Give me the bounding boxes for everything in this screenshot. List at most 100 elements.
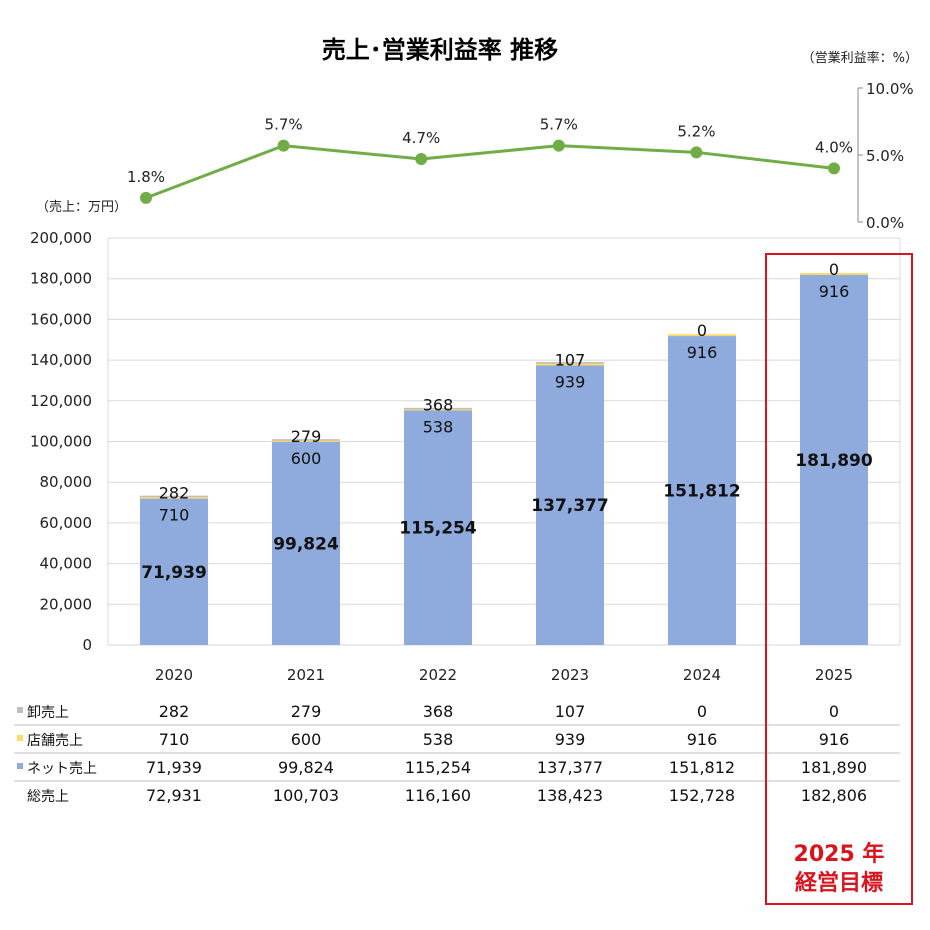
table-row-label: ネット売上 <box>27 761 97 777</box>
margin-label-2024: 5.2% <box>677 122 715 140</box>
margin-point-2023 <box>552 139 565 152</box>
margin-tick-label: 5.0% <box>866 147 904 165</box>
bar-net-2025 <box>800 274 868 645</box>
table-cell: 107 <box>555 702 586 721</box>
margin-point-2022 <box>415 153 428 166</box>
margin-y-axis: 0.0% 5.0% 10.0% <box>857 80 914 232</box>
bar-wholesale-2021 <box>272 439 340 441</box>
bar-label-store-2023: 939 <box>555 372 586 391</box>
table-cell: 710 <box>159 730 190 749</box>
bar-net-2022 <box>404 410 472 645</box>
x-tick-label-2021: 2021 <box>287 666 325 684</box>
x-tick-label-2022: 2022 <box>419 666 457 684</box>
bar-store-2020 <box>140 497 208 499</box>
table-cell: 538 <box>423 730 454 749</box>
margin-label-2023: 5.7% <box>540 116 578 134</box>
bar-label-store-2021: 600 <box>291 449 322 468</box>
bar-label-store-2025: 916 <box>819 282 850 301</box>
bar-net-2020 <box>140 498 208 645</box>
table-cell: 151,812 <box>669 758 735 777</box>
table-row-label: 卸売上 <box>27 705 69 721</box>
x-tick-label-2020: 2020 <box>155 666 193 684</box>
table-cell: 0 <box>829 702 839 721</box>
y-tick-label: 180,000 <box>30 270 92 288</box>
bar-label-wholesale-2022: 368 <box>423 396 454 415</box>
bar-store-2024 <box>668 334 736 337</box>
table-cell: 181,890 <box>801 758 867 777</box>
x-tick-label-2023: 2023 <box>551 666 589 684</box>
table-row-label: 店舗売上 <box>27 733 83 749</box>
table-cell: 939 <box>555 730 586 749</box>
table-cell: 600 <box>291 730 322 749</box>
table-cell: 279 <box>291 702 322 721</box>
table-legend-swatch-net <box>17 763 23 769</box>
bar-label-wholesale-2024: 0 <box>697 321 707 340</box>
y-tick-label: 120,000 <box>30 392 92 410</box>
y-tick-label: 60,000 <box>40 514 93 532</box>
margin-line <box>145 144 835 200</box>
y-tick-label: 200,000 <box>30 229 92 247</box>
bar-net-2021 <box>272 441 340 645</box>
bar-data-labels: 71,939 710 282 99,824 600 279 115,254 538 368 137… <box>141 260 873 583</box>
target-year-highlight-box <box>765 253 913 905</box>
bar-label-net-2020: 71,939 <box>141 563 207 583</box>
bar-wholesale-2023 <box>536 362 604 364</box>
y-tick-label: 0 <box>82 636 92 654</box>
bar-label-store-2020: 710 <box>159 506 190 525</box>
bar-label-wholesale-2023: 107 <box>555 350 586 369</box>
margin-tick-label: 0.0% <box>866 214 904 232</box>
table-cell: 115,254 <box>405 758 471 777</box>
bar-series <box>140 272 868 645</box>
x-tick-label-2024: 2024 <box>683 666 721 684</box>
year-x-axis: 2020 2021 2022 2023 2024 2025 <box>155 666 853 684</box>
bar-label-net-2024: 151,812 <box>663 482 740 502</box>
bar-label-net-2025: 181,890 <box>795 451 873 471</box>
sales-unit-label: （売上：万円） <box>36 199 127 215</box>
bar-net-2024 <box>668 336 736 645</box>
bar-wholesale-2020 <box>140 495 208 498</box>
bar-store-2022 <box>404 408 472 411</box>
margin-point-2021 <box>277 139 290 152</box>
margin-unit-label: （営業利益率：%） <box>802 50 918 66</box>
bar-label-net-2021: 99,824 <box>273 534 339 554</box>
bar-gridlines <box>107 237 901 646</box>
y-tick-label: 80,000 <box>40 473 93 491</box>
bar-wholesale-2022 <box>404 407 472 410</box>
bar-label-wholesale-2021: 279 <box>291 427 322 446</box>
margin-point-2020 <box>140 191 152 204</box>
margin-label-2020: 1.8% <box>127 168 165 186</box>
table-cell: 0 <box>697 702 707 721</box>
bar-store-2025 <box>800 272 868 275</box>
table-row-label: 総売上 <box>27 789 69 805</box>
table-cell: 282 <box>159 702 190 721</box>
bar-label-net-2023: 137,377 <box>531 496 608 516</box>
table-cell: 152,728 <box>669 786 735 805</box>
bar-net-2023 <box>536 365 604 645</box>
table-legend-swatch-wholesale <box>17 707 23 713</box>
table-cell: 99,824 <box>278 758 334 777</box>
table-cell: 72,931 <box>146 786 202 805</box>
margin-label-2022: 4.7% <box>402 129 440 147</box>
margin-tick-label: 10.0% <box>866 80 914 98</box>
margin-point-2025 <box>828 162 840 175</box>
y-tick-label: 100,000 <box>30 433 92 451</box>
margin-line-series: 1.8% 5.7% 4.7% 5.7% 5.2% 4.0% <box>127 116 853 204</box>
table-cell: 916 <box>819 730 850 749</box>
margin-label-2025: 4.0% <box>815 138 853 156</box>
sales-data-table: 卸売上 282 279 368 107 0 0 店舗売上 710 600 538 939 916 916 ネ… <box>14 702 900 805</box>
target-year-label: 2025 年 <box>794 841 885 867</box>
x-tick-label-2025: 2025 <box>815 666 853 684</box>
table-cell: 916 <box>687 730 718 749</box>
bar-store-2023 <box>536 363 604 366</box>
bar-label-wholesale-2025: 0 <box>829 260 839 279</box>
table-cell: 182,806 <box>801 786 867 805</box>
table-legend-swatch-store <box>17 735 23 741</box>
bar-label-store-2022: 538 <box>423 418 454 437</box>
target-goal-label: 経営目標 <box>795 870 883 896</box>
bar-store-2021 <box>272 440 340 442</box>
sales-y-axis: 0 20,000 40,000 60,000 80,000 100,000 120,000 1… <box>30 229 92 654</box>
y-tick-label: 160,000 <box>30 310 92 328</box>
table-cell: 137,377 <box>537 758 603 777</box>
bar-label-store-2024: 916 <box>687 343 718 362</box>
